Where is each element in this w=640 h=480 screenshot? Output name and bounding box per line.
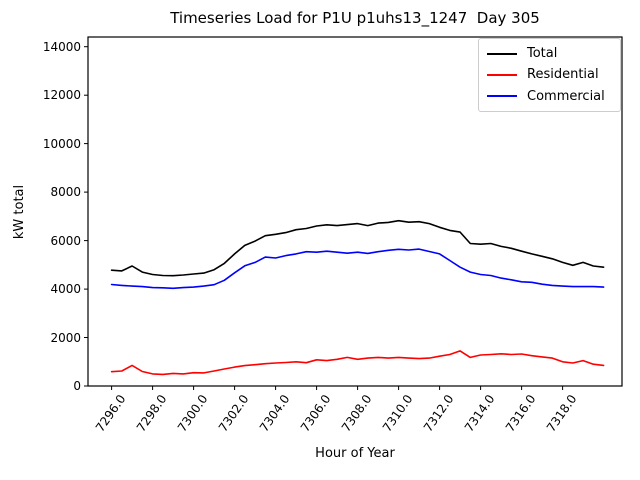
y-tick-label: 10000 xyxy=(42,136,81,151)
legend-item-total: Total xyxy=(487,44,612,64)
legend-item-residential: Residential xyxy=(487,65,612,85)
y-tick-label: 8000 xyxy=(50,185,81,200)
legend-label-residential: Residential xyxy=(527,67,599,83)
legend: Total Residential Commercial xyxy=(478,38,621,112)
series-line-residential xyxy=(110,350,605,376)
x-axis-label: Hour of Year xyxy=(315,446,395,461)
legend-item-commercial: Commercial xyxy=(487,86,612,106)
y-tick-label: 12000 xyxy=(42,88,81,103)
series-line-commercial xyxy=(110,248,605,290)
y-tick-label: 6000 xyxy=(50,233,81,248)
chart-title: Timeseries Load for P1U p1uhs13_1247 Day… xyxy=(170,9,540,27)
commercial-line-swatch xyxy=(487,95,517,98)
total-line-swatch xyxy=(487,52,517,55)
legend-label-commercial: Commercial xyxy=(527,88,605,104)
axes-frame xyxy=(87,36,623,387)
y-tick-label: 0 xyxy=(73,379,81,393)
y-tick-label: 14000 xyxy=(42,39,81,54)
y-tick-label: 4000 xyxy=(50,282,81,297)
residential-line-swatch xyxy=(487,73,517,76)
y-tick-label: 2000 xyxy=(50,330,81,345)
series-line-total xyxy=(110,219,605,277)
legend-label-total: Total xyxy=(527,46,558,62)
